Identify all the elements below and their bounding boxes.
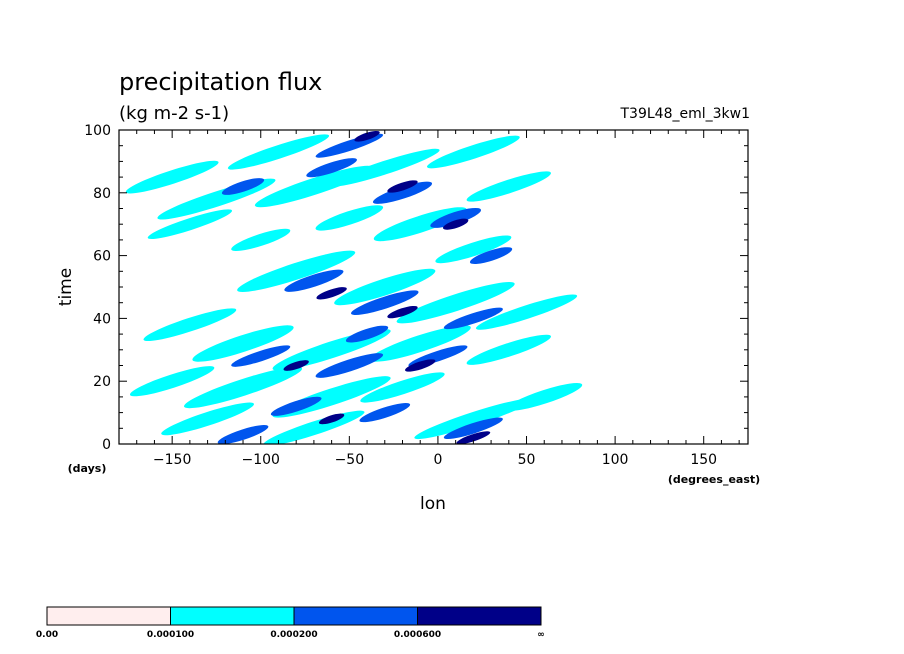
contour-region-level-1: [334, 268, 436, 306]
colorbar-label: 0.000200: [270, 630, 317, 640]
contour-region-level-1: [192, 325, 294, 362]
contour-region-level-3: [456, 431, 491, 444]
contour-region-level-2: [217, 425, 269, 444]
x-tick-label: 0: [433, 452, 442, 468]
contour-region-level-1: [125, 160, 219, 194]
chart-units: (kg m-2 s-1): [119, 103, 229, 124]
contour-region-level-1: [435, 235, 512, 264]
contour-region-level-1: [143, 308, 237, 342]
x-axis-units: (degrees_east): [668, 473, 760, 486]
contour-region-level-2: [306, 158, 357, 178]
contour-region-level-1: [161, 402, 254, 436]
contour-region-level-3: [316, 287, 347, 300]
contour-region-level-2: [443, 417, 503, 440]
contour-region-level-1: [360, 372, 445, 403]
contour-region-level-3: [404, 359, 436, 372]
contour-region-level-3: [387, 180, 418, 193]
contour-region-level-2: [231, 345, 291, 367]
colorbar-label: 0.00: [36, 630, 58, 640]
colorbar-swatch: [293, 606, 418, 626]
contour-region-level-1: [506, 383, 583, 411]
contour-region-level-1: [426, 135, 520, 169]
y-tick-label: 80: [93, 186, 111, 202]
contour-region-level-2: [351, 290, 419, 316]
x-tick-label: −100: [242, 452, 280, 468]
contour-region-level-1: [254, 165, 373, 208]
x-tick-label: 150: [690, 452, 717, 468]
contour-region-level-1: [396, 281, 515, 324]
contour-region-level-2: [270, 396, 322, 416]
colorbar-label: ∞: [537, 630, 545, 640]
colorbar-swatch: [46, 606, 171, 626]
x-tick-label: −150: [153, 452, 191, 468]
contour-region-level-1: [231, 228, 291, 252]
contour-region-level-3: [283, 360, 309, 371]
chart-title: precipitation flux: [119, 68, 322, 96]
contour-region-level-1: [329, 148, 440, 187]
colorbar-swatch: [417, 606, 542, 626]
run-label: T39L48_eml_3kw1: [620, 106, 751, 122]
contour-region-level-1: [147, 209, 233, 240]
contour-region-level-3: [318, 413, 345, 425]
contour-region-level-2: [430, 207, 481, 228]
contour-region-level-2: [469, 247, 513, 265]
y-tick-label: 0: [102, 437, 111, 453]
x-tick-label: 50: [518, 452, 536, 468]
contour-region-level-1: [466, 334, 551, 365]
contour-region-level-3: [387, 305, 418, 319]
contour-region-level-2: [284, 269, 344, 292]
x-tick-label: 100: [602, 452, 629, 468]
y-axis-units: (days): [68, 462, 107, 475]
contour-region-level-1: [183, 366, 303, 409]
contour-region-level-3: [354, 130, 380, 142]
contour-region-level-1: [315, 205, 384, 231]
contour-region-level-1: [227, 134, 330, 170]
contour-region-level-1: [466, 171, 551, 202]
contour-region-level-1: [237, 250, 356, 293]
colorbar-label: 0.000600: [394, 630, 441, 640]
contour-region-level-3: [442, 218, 469, 230]
contour-region-level-2: [315, 353, 384, 378]
contour-region-level-1: [129, 366, 215, 397]
y-tick-label: 40: [93, 311, 111, 327]
contour-region-level-1: [475, 294, 578, 330]
contour-region-level-1: [414, 398, 533, 440]
contour-region-level-1: [373, 207, 467, 242]
contour-fills: [125, 130, 583, 444]
contour-region-level-2: [443, 307, 503, 330]
colorbar: 0.00 0.000100 0.000200 0.000600 ∞: [36, 606, 545, 640]
contour-region-level-2: [345, 325, 389, 343]
contour-region-level-2: [372, 181, 433, 204]
y-axis: 0 20 40 60 80 100: [84, 123, 748, 453]
contour-region-level-1: [369, 325, 471, 362]
y-tick-label: 100: [84, 123, 111, 139]
colorbar-label: 0.000100: [147, 630, 194, 640]
colorbar-swatch: [170, 606, 295, 626]
y-tick-label: 20: [93, 374, 111, 390]
y-axis-label: time: [56, 268, 76, 306]
x-axis-label: lon: [420, 494, 446, 514]
y-tick-label: 60: [93, 249, 111, 265]
x-axis: −150 −100 −50 0 50 100 150: [136, 130, 740, 468]
plot-area: −150 −100 −50 0 50 100 150 0 20 40 60 80 100: [84, 123, 749, 468]
contour-region-level-2: [359, 403, 411, 423]
contour-region-level-2: [221, 178, 265, 195]
x-tick-label: −50: [335, 452, 365, 468]
